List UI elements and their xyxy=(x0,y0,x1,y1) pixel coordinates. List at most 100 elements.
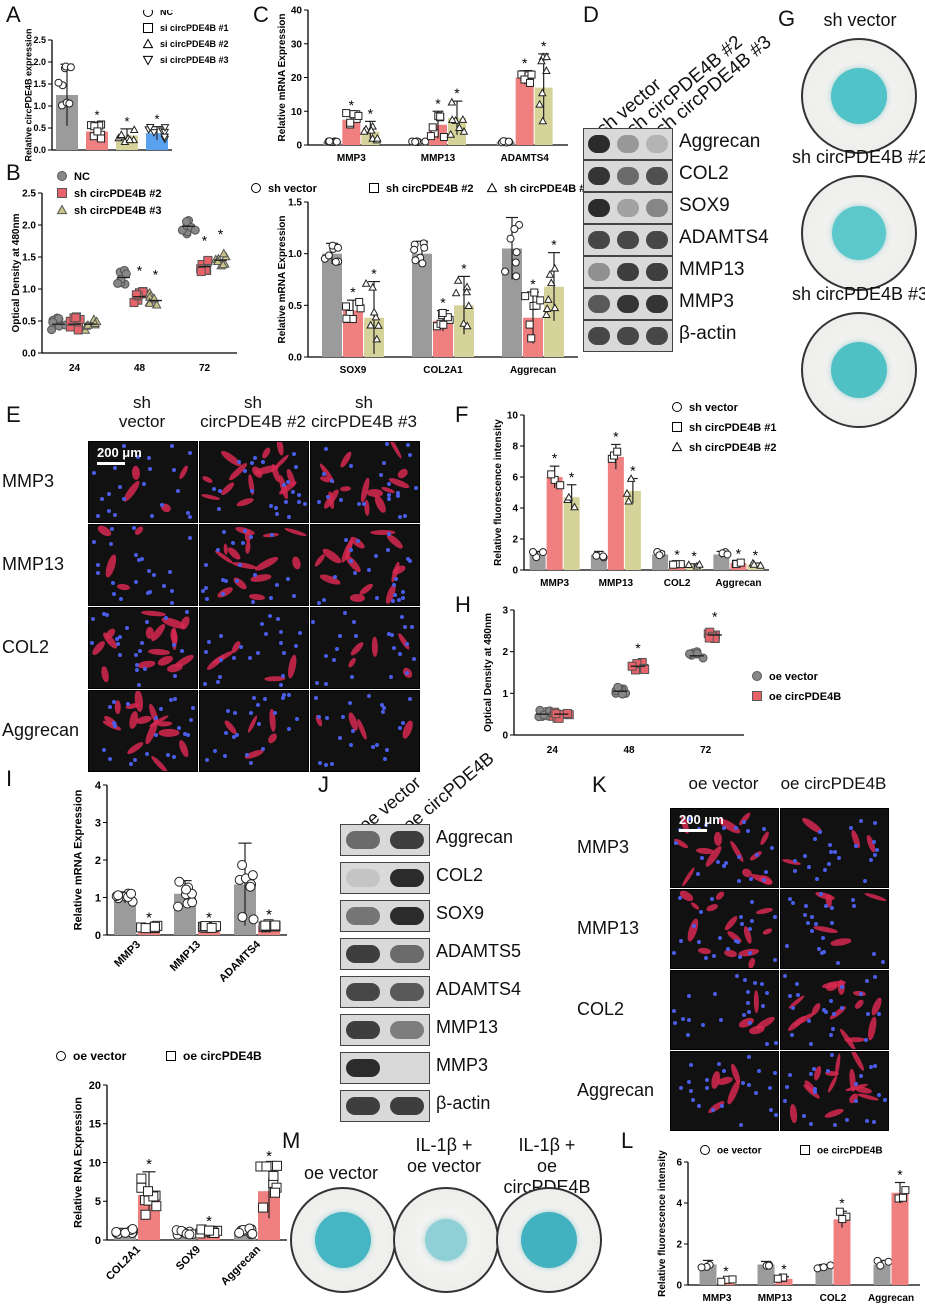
nucleus xyxy=(411,657,416,662)
nucleus xyxy=(282,651,287,656)
data-point xyxy=(143,1186,154,1197)
significance-star: * xyxy=(691,548,697,564)
nucleus xyxy=(722,1069,727,1074)
nucleus xyxy=(379,472,384,477)
nucleus xyxy=(132,758,137,763)
legend-marker xyxy=(700,1145,710,1155)
red-cell xyxy=(100,665,111,683)
y-tick-label: 0.0 xyxy=(22,349,36,360)
nucleus xyxy=(825,1069,830,1074)
nucleus xyxy=(772,958,777,963)
y-tick-label: 3 xyxy=(502,606,508,617)
nucleus xyxy=(864,979,869,984)
nucleus xyxy=(176,726,181,731)
data-point xyxy=(542,52,552,61)
nucleus xyxy=(321,471,326,476)
data-point xyxy=(546,278,556,287)
nucleus xyxy=(882,1098,887,1103)
red-cell xyxy=(387,442,404,460)
nucleus xyxy=(183,732,188,737)
data-point xyxy=(260,920,271,931)
protein-band xyxy=(390,1021,424,1039)
nucleus xyxy=(749,876,754,881)
nucleus xyxy=(387,496,392,501)
nucleus xyxy=(407,558,412,563)
legend-marker xyxy=(672,422,682,432)
data-point xyxy=(372,334,382,343)
nucleus xyxy=(134,663,139,668)
data-point xyxy=(458,115,468,123)
y-tick-label: 0.0 xyxy=(288,353,302,364)
scale-bar-label: 200 μm xyxy=(679,812,724,827)
y-tick-label: 1.0 xyxy=(33,101,46,111)
red-cell xyxy=(339,485,351,492)
nucleus xyxy=(274,583,279,588)
red-cell xyxy=(823,1106,845,1120)
nucleus xyxy=(241,540,246,545)
red-cell xyxy=(125,739,145,756)
column-label: sh vector xyxy=(118,393,166,431)
red-cell xyxy=(231,575,249,592)
nucleus xyxy=(835,961,840,966)
nucleus xyxy=(830,1026,835,1031)
y-tick-label: 0 xyxy=(512,566,518,577)
legend-entry: si circPDE4B #1 xyxy=(160,23,229,33)
data-point xyxy=(511,258,520,267)
chart-h: 0 1 2 3 Optical Density at 480nm 24 * 48 * 72 oe v… xyxy=(483,606,841,757)
data-point xyxy=(181,884,192,895)
nucleus xyxy=(287,515,292,520)
legend-marker xyxy=(166,1051,176,1061)
nucleus xyxy=(396,598,401,603)
red-cell xyxy=(829,936,852,947)
data-point xyxy=(626,474,636,482)
nucleus xyxy=(768,1085,773,1090)
significance-star: * xyxy=(736,545,742,561)
nucleus xyxy=(259,622,264,627)
y-tick-label: 2 xyxy=(676,1240,682,1251)
panel-letter-l: L xyxy=(621,1128,634,1153)
protein-band xyxy=(587,295,610,313)
protein-band xyxy=(346,831,380,849)
red-cell xyxy=(103,553,119,579)
nucleus xyxy=(832,1123,837,1128)
nucleus xyxy=(314,696,319,701)
nucleus xyxy=(330,478,335,483)
nucleus xyxy=(393,577,398,582)
nucleus xyxy=(281,483,286,488)
nucleus xyxy=(785,1084,790,1089)
nucleus xyxy=(323,682,328,687)
red-cell xyxy=(853,998,866,1011)
chart-b: 0.0 0.5 1.0 1.5 2.0 2.5 Optical Density at 480… xyxy=(11,171,237,374)
nucleus xyxy=(112,721,117,726)
protein-label: MMP13 xyxy=(679,259,745,280)
nucleus xyxy=(865,1118,870,1123)
protein-band xyxy=(646,199,669,217)
nucleus xyxy=(871,1120,876,1125)
row-label: Aggrecan xyxy=(2,720,80,740)
nucleus xyxy=(813,1090,818,1095)
column-label: oe vector xyxy=(688,774,759,793)
data-point xyxy=(131,290,141,300)
nucleus xyxy=(809,929,814,934)
nucleus xyxy=(324,763,329,768)
nucleus xyxy=(325,495,330,500)
y-tick-label: 2.0 xyxy=(22,221,36,232)
nucleus xyxy=(145,752,150,757)
nucleus xyxy=(854,843,859,848)
data-point xyxy=(418,259,427,268)
nucleus xyxy=(392,645,397,650)
row-label: MMP3 xyxy=(2,471,55,491)
nucleus xyxy=(249,488,254,493)
y-tick-label: 6 xyxy=(512,473,518,484)
nucleus xyxy=(869,857,874,862)
data-point xyxy=(527,334,536,343)
nucleus xyxy=(401,590,406,595)
red-cell xyxy=(690,900,701,911)
nucleus xyxy=(276,617,281,622)
y-tick-label: 10 xyxy=(507,411,519,422)
data-point xyxy=(669,560,678,569)
nucleus xyxy=(117,484,122,489)
nucleus xyxy=(232,656,237,660)
red-cell xyxy=(284,526,307,538)
nucleus xyxy=(872,840,877,845)
